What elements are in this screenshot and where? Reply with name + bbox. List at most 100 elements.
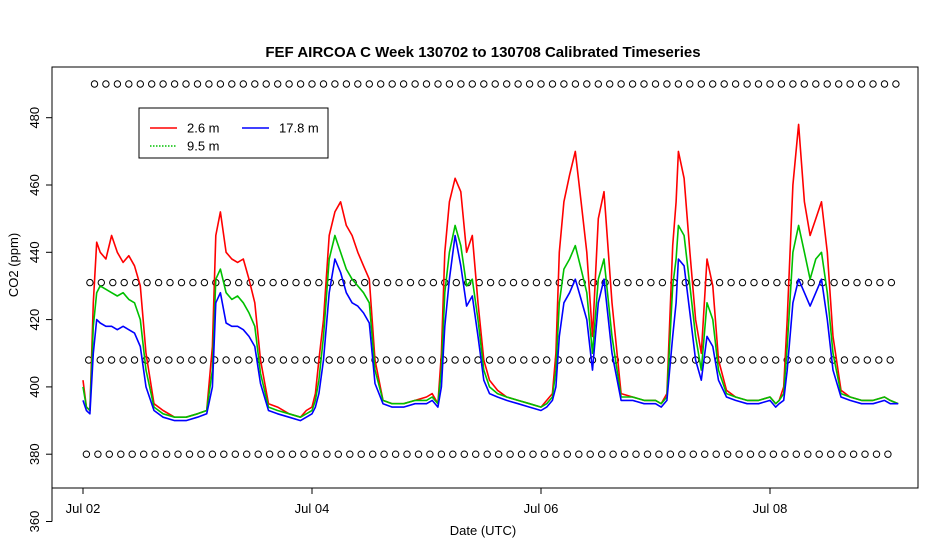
marker-point [119, 356, 127, 364]
marker-point [600, 356, 608, 364]
marker-point [750, 278, 758, 287]
marker-point [525, 80, 534, 88]
marker-point [151, 450, 159, 458]
legend-label: 2.6 m [187, 121, 220, 136]
marker-point [563, 450, 571, 458]
marker-point [800, 80, 808, 88]
marker-point [723, 450, 732, 458]
marker-point [336, 356, 345, 364]
marker-point [452, 278, 460, 287]
marker-point [457, 80, 465, 88]
y-tick-label: 400 [27, 376, 42, 398]
marker-point [540, 450, 549, 458]
marker-point [441, 278, 449, 287]
marker-point [594, 80, 602, 88]
marker-point [311, 450, 320, 458]
marker-point [105, 450, 114, 458]
marker-point [846, 80, 854, 88]
marker-point [418, 278, 426, 287]
marker-point [697, 80, 705, 88]
marker-point [97, 278, 106, 287]
marker-point [109, 278, 117, 287]
legend-label: 9.5 m [187, 139, 220, 154]
marker-point [426, 450, 434, 458]
x-tick-label: Jul 04 [295, 501, 330, 516]
marker-point [693, 278, 701, 287]
y-axis-label: CO2 (ppm) [6, 233, 21, 297]
marker-point [852, 356, 860, 364]
marker-point [506, 450, 514, 458]
marker-point [806, 356, 814, 364]
y-axis: 360 380 400 420 440 460 480 [27, 107, 53, 532]
marker-point [646, 356, 654, 364]
marker-point [543, 356, 551, 364]
marker-point [861, 450, 869, 458]
marker-point [136, 80, 145, 88]
marker-point [880, 80, 889, 88]
marker-point [285, 80, 293, 88]
marker-point [262, 80, 270, 88]
marker-point [666, 450, 675, 458]
marker-point [165, 356, 173, 364]
marker-point [657, 356, 665, 364]
marker-point [628, 80, 637, 88]
marker-point [359, 356, 368, 364]
marker-point [159, 80, 167, 88]
marker-point [772, 356, 780, 364]
marker-point [279, 356, 288, 364]
marker-point [731, 80, 740, 88]
marker-point [761, 278, 770, 287]
marker-point [537, 80, 545, 88]
marker-point [812, 80, 820, 88]
marker-point [222, 356, 230, 364]
marker-point [485, 356, 494, 364]
marker-point [348, 356, 356, 364]
marker-point [640, 80, 648, 88]
marker-point [807, 278, 815, 287]
marker-point [760, 356, 768, 364]
marker-point [521, 278, 529, 287]
marker-point [571, 80, 580, 88]
marker-point [388, 80, 396, 88]
marker-point [102, 80, 110, 88]
marker-point [830, 278, 838, 287]
marker-point [369, 450, 377, 458]
marker-point [220, 450, 228, 458]
marker-point [372, 278, 380, 287]
marker-point [391, 450, 400, 458]
marker-point [598, 450, 606, 458]
marker-point [517, 450, 526, 458]
marker-point [552, 450, 560, 458]
marker-point [578, 278, 586, 287]
marker-point [663, 80, 671, 88]
marker-point [472, 450, 480, 458]
y-tick-label: 480 [27, 107, 42, 129]
marker-point [445, 80, 454, 88]
marker-point [185, 450, 194, 458]
marker-point [154, 278, 163, 287]
marker-point [498, 278, 506, 287]
marker-point [82, 450, 91, 458]
marker-point [548, 80, 557, 88]
marker-point [647, 278, 655, 287]
marker-point [586, 450, 594, 458]
marker-point [354, 80, 362, 88]
marker-point [342, 80, 351, 88]
marker-point [743, 80, 751, 88]
marker-point [857, 80, 866, 88]
marker-point [749, 356, 757, 364]
marker-point [509, 278, 518, 287]
y-tick-label: 380 [27, 443, 42, 465]
marker-point [689, 450, 697, 458]
marker-point [162, 450, 171, 458]
marker-point [176, 356, 185, 364]
marker-point [120, 278, 128, 287]
marker-point [727, 278, 735, 287]
marker-point [863, 356, 871, 364]
marker-point [726, 356, 734, 364]
x-axis-label: Date (UTC) [450, 523, 516, 538]
marker-point [315, 278, 323, 287]
marker-point [758, 450, 766, 458]
